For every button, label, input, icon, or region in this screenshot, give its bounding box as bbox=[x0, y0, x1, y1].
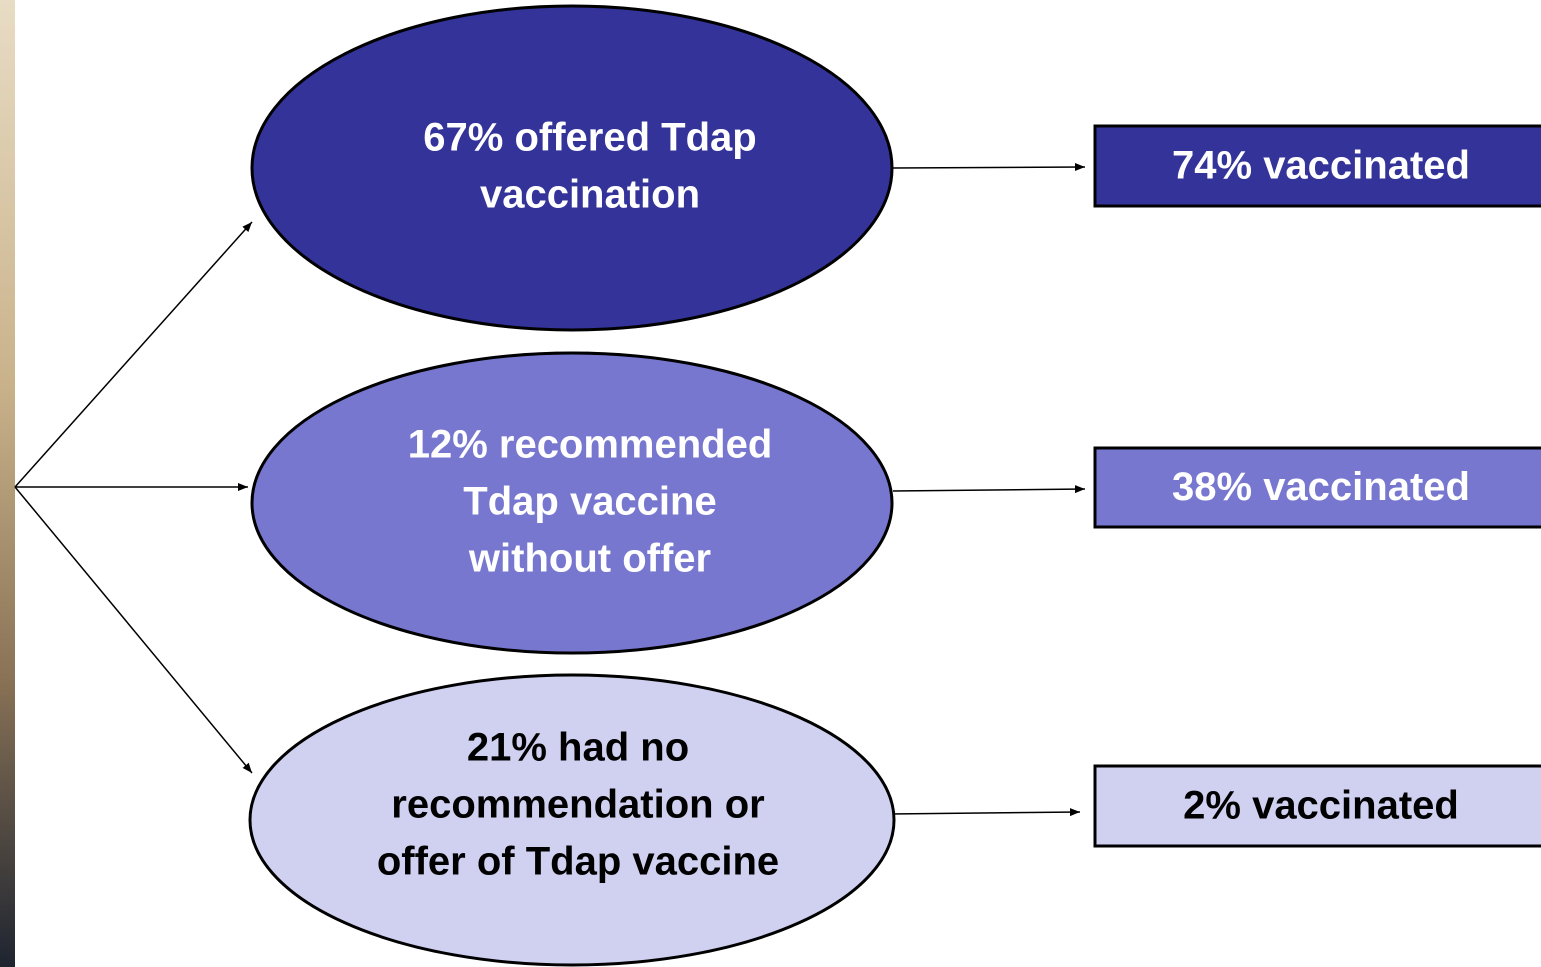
node-label: vaccination bbox=[480, 173, 700, 217]
arrow bbox=[892, 485, 1086, 494]
outcome-box bbox=[1093, 124, 1541, 208]
node-label: 12% recommended bbox=[408, 423, 773, 467]
arrow bbox=[887, 808, 1081, 817]
outcome-label: 38% vaccinated bbox=[1172, 465, 1470, 509]
arrows bbox=[14, 163, 1086, 817]
photo-strip bbox=[0, 0, 15, 967]
node-label: without offer bbox=[468, 537, 711, 581]
arrow bbox=[14, 221, 253, 488]
arrow bbox=[14, 486, 253, 774]
node-label: 67% offered Tdap bbox=[423, 116, 756, 160]
node-label: 21% had no bbox=[467, 726, 689, 770]
outcome-label: 74% vaccinated bbox=[1172, 144, 1470, 188]
arrow bbox=[892, 163, 1086, 172]
shapes: 67% offered Tdap vaccination 12% recommend… bbox=[248, 4, 1541, 967]
node-label: Tdap vaccine bbox=[463, 480, 716, 524]
node-ellipse bbox=[250, 351, 894, 655]
outcome-label: 2% vaccinated bbox=[1183, 784, 1459, 828]
outcome-box bbox=[1093, 446, 1541, 529]
node-ellipse bbox=[248, 673, 896, 967]
node-label: offer of Tdap vaccine bbox=[377, 840, 779, 884]
node-ellipse bbox=[250, 4, 894, 332]
node-label: recommendation or bbox=[391, 783, 764, 827]
outcome-box bbox=[1093, 764, 1541, 848]
